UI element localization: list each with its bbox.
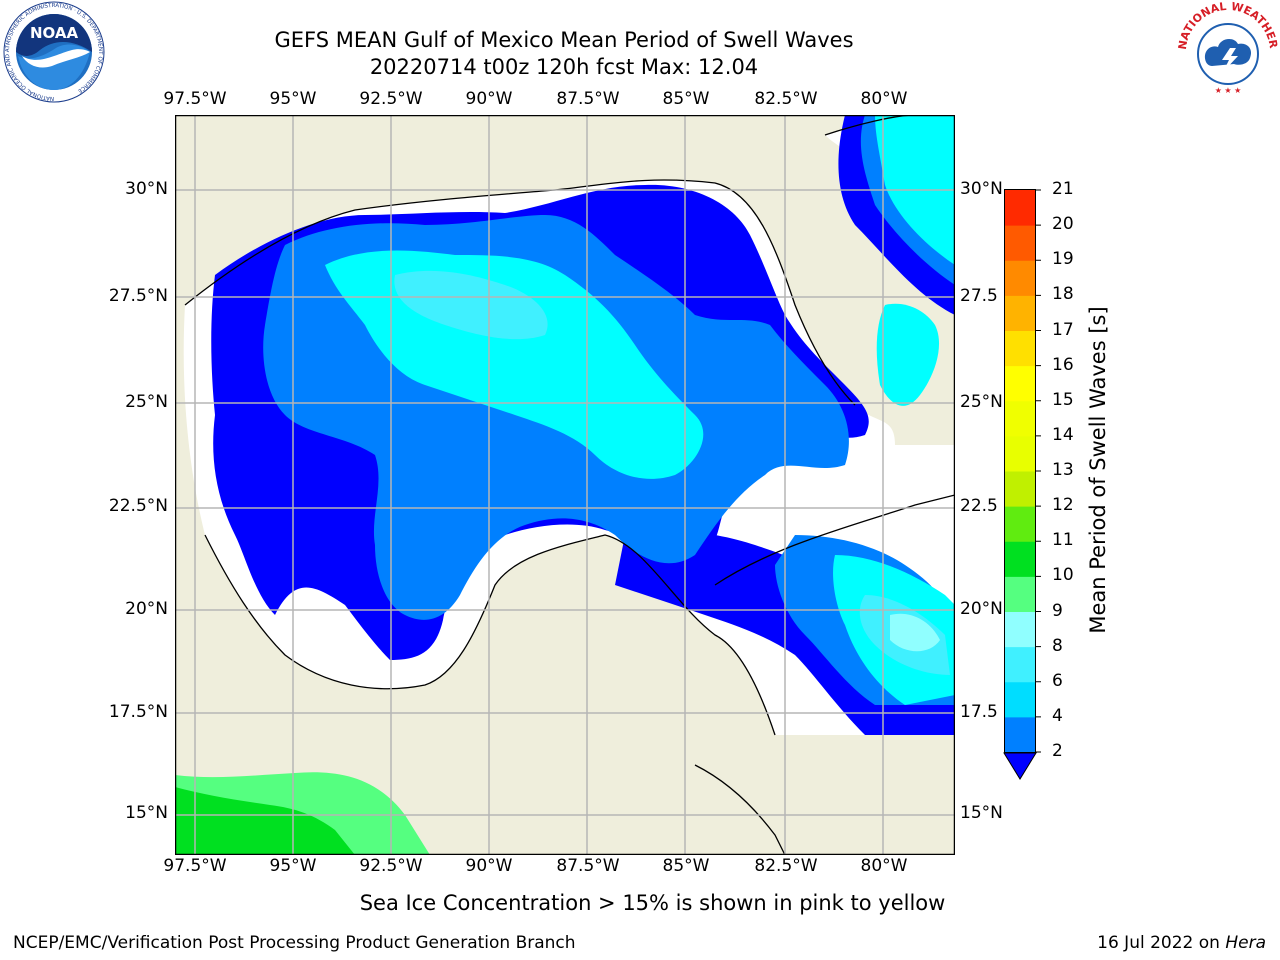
colorbar-swatch: [1005, 190, 1035, 226]
colorbar-tick-label: 13: [1052, 460, 1074, 480]
lon-label-bottom: 82.5°W: [754, 856, 818, 876]
lon-label-bottom: 97.5°W: [163, 856, 227, 876]
lat-label-left: 30°N: [125, 179, 168, 199]
lon-label-top: 97.5°W: [163, 89, 227, 109]
colorbar-tick-label: 11: [1052, 530, 1074, 551]
colorbar-swatch: [1005, 330, 1035, 367]
lat-label-left: 25°N: [125, 392, 168, 412]
footer-host: Hera: [1225, 933, 1266, 953]
colorbar-tick-label: 16: [1052, 354, 1074, 375]
lon-label-bottom: 85°W: [662, 856, 710, 876]
lon-label-bottom: 95°W: [269, 856, 317, 876]
colorbar-title: Mean Period of Swell Waves [s]: [1086, 306, 1110, 634]
nws-logo: NATIONAL WEATHER SERVICE ★ ★ ★: [1176, 0, 1280, 98]
colorbar-tick-label: 19: [1052, 249, 1074, 270]
map-subtitle: 20220714 t00z 120h fcst Max: 12.04: [369, 55, 759, 79]
colorbar-swatch: [1005, 576, 1035, 612]
colorbar-swatch: [1005, 541, 1035, 577]
map-title: GEFS MEAN Gulf of Mexico Mean Period of …: [274, 28, 854, 52]
colorbar-tick-label: 4: [1052, 705, 1063, 726]
colorbar-under-arrow: [1004, 753, 1036, 779]
lon-label-top: 82.5°W: [754, 89, 818, 109]
lat-label-right: 27.5: [960, 286, 998, 306]
colorbar: [1003, 189, 1041, 780]
swell-10-12-region: [175, 772, 430, 855]
lat-lon-grid: [175, 115, 955, 855]
colorbar-swatch: [1005, 681, 1035, 718]
colorbar-swatch: [1005, 611, 1035, 648]
colorbar-tick-label: 14: [1052, 424, 1074, 445]
colorbar-swatch: [1005, 295, 1035, 331]
colorbar-tick-label: 8: [1052, 635, 1063, 656]
nws-stars-icon: ★ ★ ★: [1215, 86, 1242, 95]
lat-label-right: 15°N: [960, 803, 1003, 823]
colorbar-tick-label: 17: [1052, 319, 1074, 340]
colorbar-swatch: [1005, 646, 1035, 683]
footer-left: NCEP/EMC/Verification Post Processing Pr…: [13, 933, 576, 953]
lon-label-bottom: 80°W: [860, 856, 908, 876]
colorbar-swatch: [1005, 400, 1035, 437]
lat-label-left: 15°N: [125, 803, 168, 823]
lat-label-right: 17.5: [960, 702, 998, 722]
footer-right: 16 Jul 2022 on Hera: [1097, 933, 1266, 953]
colorbar-swatch: [1005, 471, 1035, 507]
colorbar-tick-label: 15: [1052, 389, 1074, 410]
lat-label-right: 25°N: [960, 392, 1003, 412]
lat-label-left: 17.5°N: [108, 702, 168, 722]
colorbar-tick-label: 20: [1052, 214, 1074, 235]
colorbar-tick-label: 6: [1052, 670, 1063, 691]
colorbar-tick-label: 10: [1052, 565, 1074, 586]
colorbar-swatch: [1005, 225, 1035, 261]
lat-label-left: 27.5°N: [108, 286, 168, 306]
lat-label-right: 30°N: [960, 179, 1003, 199]
colorbar-tick-label: 9: [1052, 600, 1063, 621]
lon-label-top: 90°W: [465, 89, 513, 109]
noaa-logo: NATIONAL OCEANIC AND ATMOSPHERIC ADMINIS…: [3, 1, 105, 103]
colorbar-tick-label: 18: [1052, 284, 1074, 305]
lon-label-top: 87.5°W: [556, 89, 620, 109]
colorbar-swatch: [1005, 506, 1035, 542]
lat-label-left: 20°N: [125, 599, 168, 619]
colorbar-swatch: [1005, 365, 1035, 402]
colorbar-swatch: [1005, 260, 1035, 296]
lat-label-right: 22.5: [960, 496, 998, 516]
colorbar-swatch: [1005, 435, 1035, 472]
colorbar-tick-label: 12: [1052, 495, 1074, 516]
lat-label-left: 22.5°N: [108, 496, 168, 516]
lon-label-top: 92.5°W: [359, 89, 423, 109]
swell-8-9-region: [890, 613, 940, 652]
lon-label-top: 80°W: [860, 89, 908, 109]
lon-label-bottom: 87.5°W: [556, 856, 620, 876]
map-frame: [175, 115, 955, 855]
lon-label-top: 85°W: [662, 89, 710, 109]
lon-label-top: 95°W: [269, 89, 317, 109]
colorbar-tick-label: 2: [1052, 741, 1063, 761]
coastline: [184, 115, 955, 855]
lat-label-right: 20°N: [960, 599, 1003, 619]
noaa-logo-text: NOAA: [30, 24, 79, 42]
lon-label-bottom: 90°W: [465, 856, 513, 876]
gulf-map: [175, 115, 955, 855]
sea-ice-caption: Sea Ice Concentration > 15% is shown in …: [359, 891, 946, 915]
colorbar-swatch: [1005, 716, 1035, 753]
lon-label-bottom: 92.5°W: [359, 856, 423, 876]
footer-date: 16 Jul 2022 on: [1097, 933, 1226, 953]
colorbar-tick-label: 21: [1052, 179, 1074, 199]
